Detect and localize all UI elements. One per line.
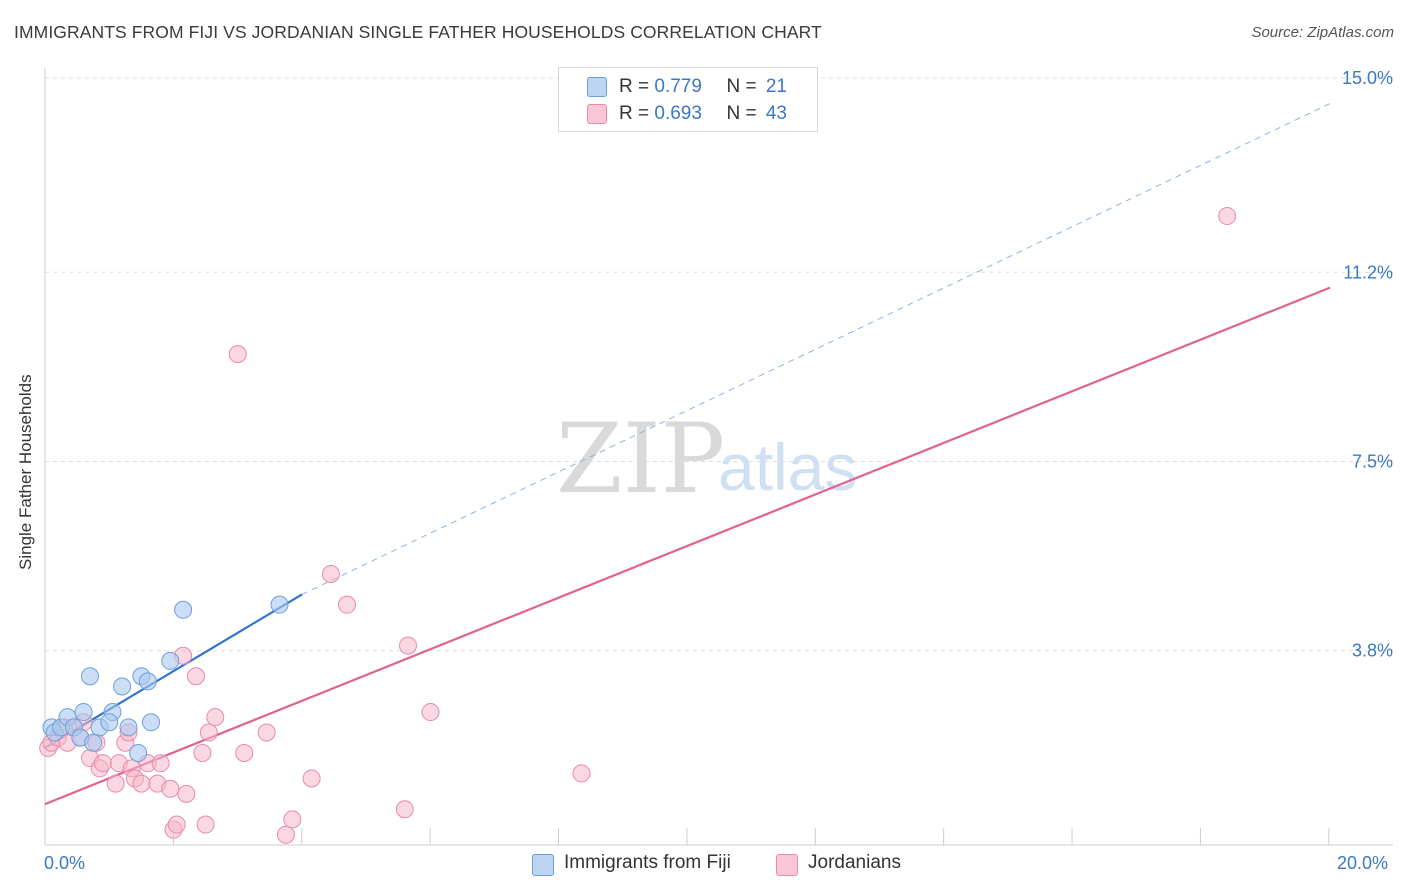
jordanians-point — [167, 815, 186, 834]
jordanians-point — [399, 636, 418, 655]
chart-title: IMMIGRANTS FROM FIJI VS JORDANIAN SINGLE… — [14, 22, 822, 42]
jordanians-point — [235, 743, 254, 762]
y-tick-label: 11.2% — [1343, 262, 1393, 282]
x-tick-label-max: 20.0% — [1337, 853, 1388, 873]
fiji-points — [42, 595, 289, 762]
axes — [44, 68, 1393, 846]
bottom-legend-jordanians: Jordanians — [776, 852, 901, 876]
legend-swatch-fiji — [587, 77, 607, 97]
bottom-legend-label-jordanians: Jordanians — [808, 852, 901, 873]
y-tick-label: 7.5% — [1352, 452, 1393, 472]
jordanians-points — [39, 207, 1237, 844]
fiji-point — [119, 718, 138, 737]
watermark-atlas: atlas — [718, 430, 857, 504]
fiji-point — [138, 672, 157, 691]
gridlines — [45, 77, 1393, 652]
jordanians-point — [337, 595, 356, 614]
jordanians-trend-line — [44, 286, 1331, 806]
jordanians-point — [572, 764, 591, 783]
watermark-zip: ZIP — [556, 403, 725, 515]
fiji-point — [113, 677, 132, 696]
jordanians-point — [161, 779, 180, 798]
jordanians-point — [199, 723, 218, 742]
legend-n-value: 43 — [765, 103, 787, 124]
fiji-point — [84, 733, 103, 752]
bottom-legend-fiji: Immigrants from Fiji — [532, 852, 731, 876]
jordanians-point — [421, 703, 440, 722]
legend-row-jordanians: R = 0.693 N = 43 — [619, 103, 787, 125]
legend-r-label: R = — [619, 103, 655, 124]
jordanians-point — [151, 754, 170, 773]
fiji-point — [270, 595, 289, 614]
jordanians-point — [206, 708, 225, 727]
y-tick-labels: 3.8% 7.5% 11.2% 15.0% — [1342, 68, 1393, 661]
legend-row-fiji: R = 0.779 N = 21 — [619, 76, 787, 98]
fiji-point — [161, 651, 180, 670]
fiji-point — [80, 667, 99, 686]
y-tick-label: 15.0% — [1342, 68, 1393, 88]
bottom-legend-swatch-jordanians — [776, 854, 798, 876]
jordanians-point — [395, 800, 414, 819]
legend-n-label: N = — [726, 76, 762, 97]
source-label: Source: ZipAtlas.com — [1251, 24, 1394, 41]
jordanians-point — [1218, 207, 1237, 226]
x-tick-label-min: 0.0% — [44, 853, 85, 873]
jordanians-point — [276, 825, 295, 844]
stats-legend: R = 0.779 N = 21 R = 0.693 N = 43 — [558, 67, 818, 132]
fiji-point — [100, 713, 119, 732]
jordanians-point — [196, 815, 215, 834]
jordanians-point — [302, 769, 321, 788]
legend-n-value: 21 — [765, 76, 787, 97]
jordanians-point — [193, 743, 212, 762]
legend-swatch-jordanians — [587, 104, 607, 124]
legend-r-label: R = — [619, 76, 655, 97]
jordanians-point — [132, 774, 151, 793]
y-tick-label: 3.8% — [1352, 641, 1393, 661]
jordanians-point — [106, 774, 125, 793]
jordanians-point — [93, 754, 112, 773]
jordanians-point — [257, 723, 276, 742]
bottom-legend-label-fiji: Immigrants from Fiji — [564, 852, 731, 873]
fiji-point — [174, 600, 193, 619]
jordanians-point — [321, 564, 340, 583]
bottom-legend-swatch-fiji — [532, 854, 554, 876]
fiji-point — [142, 713, 161, 732]
legend-r-value: 0.693 — [654, 103, 702, 124]
fiji-point — [129, 743, 148, 762]
jordanians-point — [228, 345, 247, 364]
jordanians-point — [283, 810, 302, 829]
jordanians-point — [186, 667, 205, 686]
fiji-point — [74, 703, 93, 722]
legend-n-label: N = — [726, 103, 762, 124]
legend-r-value: 0.779 — [654, 76, 702, 97]
x-ticks — [44, 828, 1330, 845]
jordanians-point — [177, 784, 196, 803]
fiji-trend-extension — [301, 103, 1331, 595]
